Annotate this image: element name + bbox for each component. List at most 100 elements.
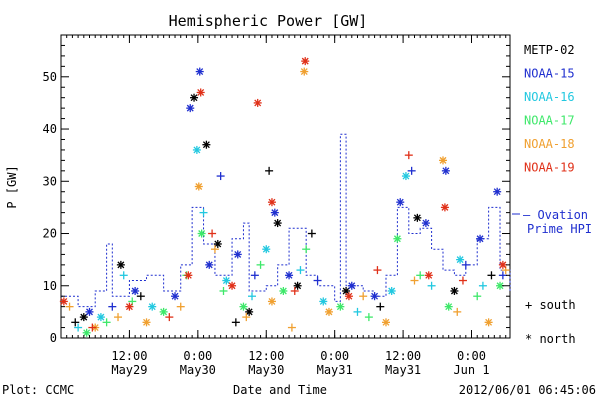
noaa-15-south-point xyxy=(250,271,259,280)
noaa-19-north-point xyxy=(301,57,310,66)
noaa-18-north-point xyxy=(381,318,390,327)
noaa-18-north-point xyxy=(300,67,309,76)
noaa-15-north-point xyxy=(171,292,180,301)
noaa-15-north-point xyxy=(195,67,204,76)
x-tick-date-label: May29 xyxy=(111,363,147,377)
noaa-15-north-point xyxy=(285,271,294,280)
noaa-18-north-point xyxy=(267,297,276,306)
noaa-17-north-point xyxy=(197,229,206,238)
noaa-16-south-point xyxy=(119,271,128,280)
x-tick-date-label: Jun 1 xyxy=(453,363,489,377)
x-tick-date-label: May30 xyxy=(180,363,216,377)
noaa-19-south-point xyxy=(404,151,413,160)
noaa-19-north-point xyxy=(196,88,205,97)
ovation-legend-line2: Prime HPI xyxy=(527,222,592,236)
noaa-15-north-point xyxy=(186,104,195,113)
metp-02-north-point xyxy=(413,213,422,222)
chart-title: Hemispheric Power [GW] xyxy=(169,12,368,30)
noaa-19-south-point xyxy=(458,276,467,285)
legend-entry: NOAA-16 xyxy=(524,90,575,104)
metp-02-north-point xyxy=(273,219,282,228)
noaa-15-north-point xyxy=(441,166,450,175)
plot-credit: Plot: CCMC xyxy=(2,383,74,397)
metp-02-north-point xyxy=(245,307,254,316)
y-tick-label: 0 xyxy=(50,331,57,345)
legend-entry: NOAA-15 xyxy=(524,67,575,81)
x-tick-time-label: 0:00 xyxy=(457,349,486,363)
noaa-18-south-point xyxy=(359,292,368,301)
noaa-17-north-point xyxy=(393,234,402,243)
x-tick-time-label: 0:00 xyxy=(320,349,349,363)
noaa-16-north-point xyxy=(401,172,410,181)
axes-layer: 0102030405012:00May290:00May3012:00May30… xyxy=(43,34,510,377)
metp-02-south-point xyxy=(487,271,496,280)
noaa-16-north-point xyxy=(262,245,271,254)
y-axis-label: P [GW] xyxy=(5,165,19,208)
noaa-15-south-point xyxy=(313,276,322,285)
satellite-points-layer xyxy=(59,57,510,337)
noaa-17-south-point xyxy=(302,245,311,254)
x-tick-date-label: May31 xyxy=(317,363,353,377)
noaa-18-south-point xyxy=(410,276,419,285)
noaa-18-south-point xyxy=(287,323,296,332)
noaa-19-north-point xyxy=(344,292,353,301)
noaa-19-north-point xyxy=(125,302,134,311)
noaa-16-south-point xyxy=(248,292,257,301)
ovation-hpi-line xyxy=(61,133,511,308)
y-tick-label: 40 xyxy=(43,122,57,136)
noaa-16-north-point xyxy=(387,286,396,295)
x-tick-time-label: 12:00 xyxy=(248,349,284,363)
metp-02-south-point xyxy=(71,318,80,327)
north-legend-label: * north xyxy=(525,332,576,346)
noaa-16-north-point xyxy=(222,276,231,285)
x-tick-time-label: 12:00 xyxy=(111,349,147,363)
noaa-17-south-point xyxy=(102,318,111,327)
south-legend-label: + south xyxy=(525,298,576,312)
noaa-18-south-point xyxy=(65,302,74,311)
plot-timestamp: 2012/06/01 06:45:06 xyxy=(459,383,596,397)
noaa-15-north-point xyxy=(396,198,405,207)
x-axis-label: Date and Time xyxy=(233,383,327,397)
noaa-15-south-point xyxy=(407,166,416,175)
noaa-17-north-point xyxy=(336,302,345,311)
noaa-17-south-point xyxy=(416,271,425,280)
noaa-19-north-point xyxy=(498,260,507,269)
noaa-17-north-point xyxy=(159,307,168,316)
noaa-17-south-point xyxy=(364,313,373,322)
noaa-19-south-point xyxy=(373,266,382,275)
noaa-15-south-point xyxy=(461,260,470,269)
noaa-19-north-point xyxy=(267,198,276,207)
x-tick-date-label: May31 xyxy=(385,363,421,377)
noaa-15-north-point xyxy=(370,292,379,301)
y-tick-label: 20 xyxy=(43,227,57,241)
noaa-15-north-point xyxy=(421,219,430,228)
noaa-16-north-point xyxy=(456,255,465,264)
noaa-16-north-point xyxy=(96,313,105,322)
metp-02-south-point xyxy=(376,302,385,311)
metp-02-north-point xyxy=(293,281,302,290)
noaa-18-south-point xyxy=(114,313,123,322)
noaa-19-south-point xyxy=(88,323,97,332)
metp-02-north-point xyxy=(79,313,88,322)
noaa-19-north-point xyxy=(228,281,237,290)
legend-entry: NOAA-18 xyxy=(524,137,575,151)
x-tick-time-label: 0:00 xyxy=(183,349,212,363)
noaa-18-north-point xyxy=(439,156,448,165)
x-tick-time-label: 12:00 xyxy=(385,349,421,363)
y-tick-label: 50 xyxy=(43,70,57,84)
noaa-16-north-point xyxy=(319,297,328,306)
noaa-15-north-point xyxy=(347,281,356,290)
noaa-19-south-point xyxy=(208,229,217,238)
noaa-18-south-point xyxy=(242,313,251,322)
metp-02-north-point xyxy=(190,93,199,102)
noaa-19-south-point xyxy=(290,286,299,295)
x-tick-date-label: May30 xyxy=(248,363,284,377)
noaa-16-north-point xyxy=(148,302,157,311)
noaa-16-north-point xyxy=(192,145,201,154)
y-tick-label: 30 xyxy=(43,174,57,188)
noaa-15-south-point xyxy=(216,172,225,181)
noaa-19-north-point xyxy=(424,271,433,280)
metp-02-south-point xyxy=(136,292,145,301)
metp-02-north-point xyxy=(213,239,222,248)
noaa-16-south-point xyxy=(296,266,305,275)
